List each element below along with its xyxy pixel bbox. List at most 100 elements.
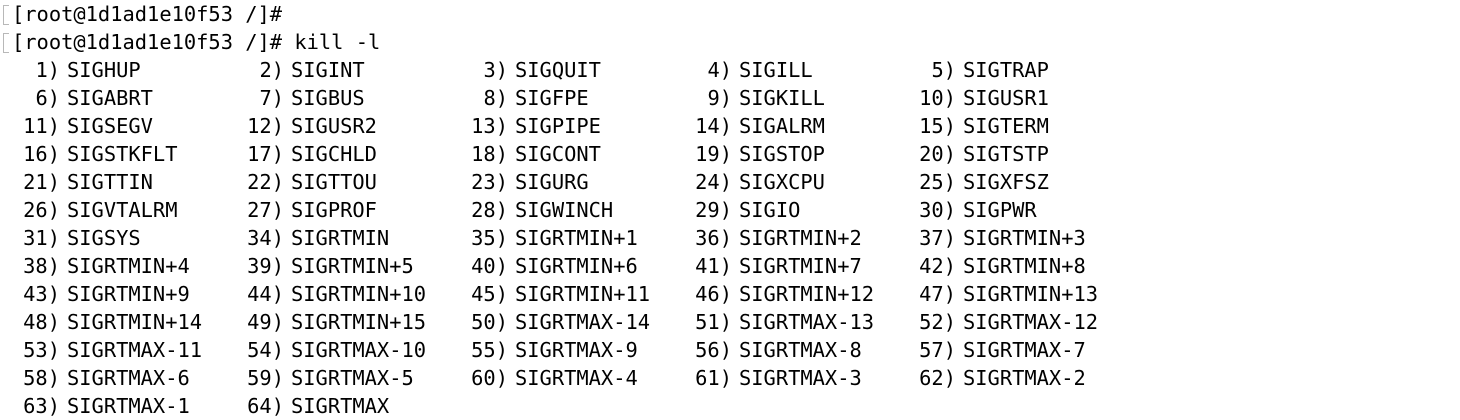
signal-name: SIGXCPU (739, 170, 825, 194)
signal-name: SIGPWR (963, 198, 1037, 222)
signal-number: 54) (247, 338, 284, 362)
signal-number: 53) (23, 338, 60, 362)
signal-number: 28) (471, 198, 508, 222)
signal-number: 1) (35, 58, 60, 82)
signal-row: 1) SIGHUP 2) SIGINT 3) SIGQUIT 4) SIGILL 5) SIGTR… (0, 56, 1460, 84)
signal-name: SIGBUS (291, 86, 365, 110)
signal-name: SIGRTMIN+11 (515, 282, 651, 306)
signal-row: 63) SIGRTMAX-1 64) SIGRTMAX (0, 392, 1460, 420)
signal-number: 45) (471, 282, 508, 306)
signal-number: 40) (471, 254, 508, 278)
shell-command: [root@1d1ad1e10f53 /]# kill -l (12, 30, 381, 54)
signal-name: SIGSTKFLT (67, 142, 178, 166)
signal-name: SIGRTMIN+9 (67, 282, 190, 306)
signal-name: SIGRTMAX (291, 394, 390, 418)
signal-number: 51) (695, 310, 732, 334)
signal-name: SIGRTMAX-3 (739, 366, 862, 390)
signal-name: SIGCONT (515, 142, 601, 166)
signal-number: 59) (247, 366, 284, 390)
signal-name: SIGRTMIN+3 (963, 226, 1086, 250)
signal-name: SIGVTALRM (67, 198, 178, 222)
signal-name: SIGTSTP (963, 142, 1049, 166)
signal-name: SIGRTMAX-12 (963, 310, 1099, 334)
signal-name: SIGKILL (739, 86, 825, 110)
command-mark-icon (3, 5, 9, 25)
signal-number: 27) (247, 198, 284, 222)
signal-number: 49) (247, 310, 284, 334)
signal-number: 29) (695, 198, 732, 222)
signal-name: SIGRTMAX-2 (963, 366, 1086, 390)
signal-number: 64) (247, 394, 284, 418)
signal-name: SIGFPE (515, 86, 589, 110)
signal-row: 48) SIGRTMIN+14 49) SIGRTMIN+15 50) SIGRTMAX-… (0, 308, 1460, 336)
signal-name: SIGRTMAX-14 (515, 310, 651, 334)
signal-number: 2) (259, 58, 284, 82)
signal-name: SIGTTOU (291, 170, 377, 194)
signal-number: 35) (471, 226, 508, 250)
signal-number: 9) (707, 86, 732, 110)
command-mark-icon (3, 33, 9, 53)
signal-number: 55) (471, 338, 508, 362)
signal-number: 39) (247, 254, 284, 278)
signal-name: SIGRTMAX-9 (515, 338, 638, 362)
signal-name: SIGRTMAX-8 (739, 338, 862, 362)
signal-number: 58) (23, 366, 60, 390)
signal-name: SIGTERM (963, 114, 1049, 138)
command-line: [root@1d1ad1e10f53 /]# kill -l (0, 28, 1460, 56)
signal-number: 62) (919, 366, 956, 390)
signal-number: 41) (695, 254, 732, 278)
signal-number: 19) (695, 142, 732, 166)
signal-row: 6) SIGABRT 7) SIGBUS 8) SIGFPE 9) SIGKILL 10) SIG… (0, 84, 1460, 112)
signal-name: SIGRTMIN (291, 226, 390, 250)
signal-number: 63) (23, 394, 60, 418)
signal-name: SIGRTMIN+10 (291, 282, 427, 306)
signal-name: SIGTTIN (67, 170, 153, 194)
signal-number: 47) (919, 282, 956, 306)
signal-name: SIGSTOP (739, 142, 825, 166)
signal-number: 24) (695, 170, 732, 194)
signal-name: SIGRTMIN+2 (739, 226, 862, 250)
signal-number: 20) (919, 142, 956, 166)
signal-number: 44) (247, 282, 284, 306)
signal-name: SIGCHLD (291, 142, 377, 166)
signal-name: SIGUSR1 (963, 86, 1049, 110)
signal-name: SIGXFSZ (963, 170, 1049, 194)
signal-number: 31) (23, 226, 60, 250)
signal-number: 3) (483, 58, 508, 82)
signal-number: 10) (919, 86, 956, 110)
signal-number: 56) (695, 338, 732, 362)
signal-name: SIGWINCH (515, 198, 614, 222)
signal-name: SIGRTMIN+7 (739, 254, 862, 278)
signal-name: SIGRTMIN+13 (963, 282, 1099, 306)
signal-name: SIGRTMIN+5 (291, 254, 414, 278)
signal-number: 12) (247, 114, 284, 138)
signal-name: SIGRTMAX-6 (67, 366, 190, 390)
prompt-line: [root@1d1ad1e10f53 /]# (0, 0, 1460, 28)
signal-number: 50) (471, 310, 508, 334)
signal-name: SIGPIPE (515, 114, 601, 138)
signal-row: 16) SIGSTKFLT 17) SIGCHLD 18) SIGCONT 19) SIGST… (0, 140, 1460, 168)
signal-row: 58) SIGRTMAX-6 59) SIGRTMAX-5 60) SIGRTMAX-4 6… (0, 364, 1460, 392)
signal-name: SIGSYS (67, 226, 141, 250)
signal-number: 48) (23, 310, 60, 334)
signal-number: 26) (23, 198, 60, 222)
signal-name: SIGQUIT (515, 58, 601, 82)
signal-number: 22) (247, 170, 284, 194)
signal-name: SIGRTMIN+1 (515, 226, 638, 250)
signal-number: 21) (23, 170, 60, 194)
signal-name: SIGRTMAX-11 (67, 338, 203, 362)
signal-number: 60) (471, 366, 508, 390)
signal-number: 14) (695, 114, 732, 138)
signal-name: SIGRTMIN+6 (515, 254, 638, 278)
signal-name: SIGALRM (739, 114, 825, 138)
signal-name: SIGRTMIN+4 (67, 254, 190, 278)
signal-name: SIGRTMAX-10 (291, 338, 427, 362)
signal-name: SIGRTMAX-13 (739, 310, 875, 334)
signal-name: SIGRTMIN+14 (67, 310, 203, 334)
signal-name: SIGRTMAX-5 (291, 366, 414, 390)
signal-name: SIGHUP (67, 58, 141, 82)
signal-number: 5) (931, 58, 956, 82)
signal-number: 34) (247, 226, 284, 250)
signal-row: 43) SIGRTMIN+9 44) SIGRTMIN+10 45) SIGRTMIN+1… (0, 280, 1460, 308)
